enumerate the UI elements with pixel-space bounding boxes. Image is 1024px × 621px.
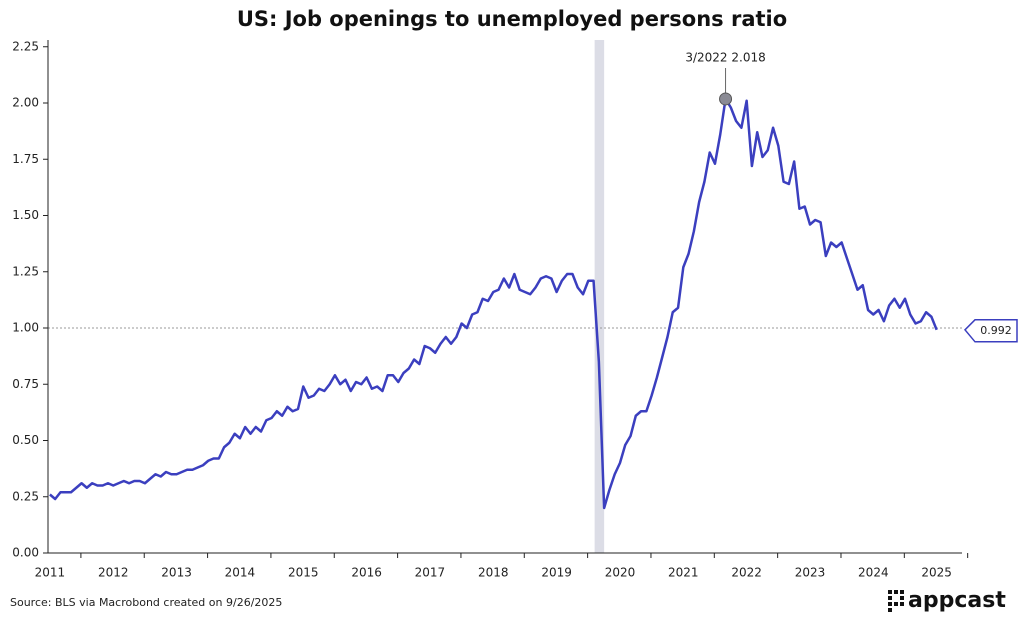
value-tag-label: 0.992	[980, 324, 1012, 337]
x-tick-label: 2015	[288, 566, 319, 580]
y-tick-label: 0.00	[12, 546, 39, 560]
x-tick-label: 2018	[478, 566, 509, 580]
x-tick-label: 2023	[795, 566, 826, 580]
y-tick-label: 2.25	[12, 39, 39, 53]
annotation-label: 3/2022 2.018	[685, 51, 765, 65]
logo-icon	[888, 590, 904, 612]
y-tick-label: 1.50	[12, 208, 39, 222]
y-tick-label: 2.00	[12, 96, 39, 110]
data-line	[49, 97, 938, 510]
y-tick-label: 0.75	[12, 377, 39, 391]
x-tick-label: 2017	[415, 566, 446, 580]
recession-band	[594, 40, 605, 553]
x-tick-label: 2020	[605, 566, 636, 580]
x-tick-label: 2011	[35, 566, 66, 580]
value-tag-box	[963, 319, 1018, 343]
x-tick-label: 2024	[858, 566, 889, 580]
y-tick-label: 1.00	[12, 321, 39, 335]
y-tick-label: 0.25	[12, 489, 39, 503]
logo-text: appcast	[908, 588, 1006, 613]
x-tick-label: 2013	[161, 566, 192, 580]
y-tick-label: 0.50	[12, 433, 39, 447]
annotation-marker	[719, 92, 733, 106]
x-tick-label: 2025	[921, 566, 952, 580]
x-tick-label: 2021	[668, 566, 699, 580]
source-note: Source: BLS via Macrobond created on 9/2…	[10, 596, 282, 609]
y-tick-label: 1.25	[12, 264, 39, 278]
x-tick-label: 2014	[225, 566, 256, 580]
chart-title: US: Job openings to unemployed persons r…	[237, 7, 787, 31]
x-tick-label: 2012	[98, 566, 129, 580]
x-tick-label: 2022	[731, 566, 762, 580]
x-tick-label: 2019	[541, 566, 572, 580]
x-tick-label: 2016	[351, 566, 382, 580]
y-tick-label: 1.75	[12, 152, 39, 166]
